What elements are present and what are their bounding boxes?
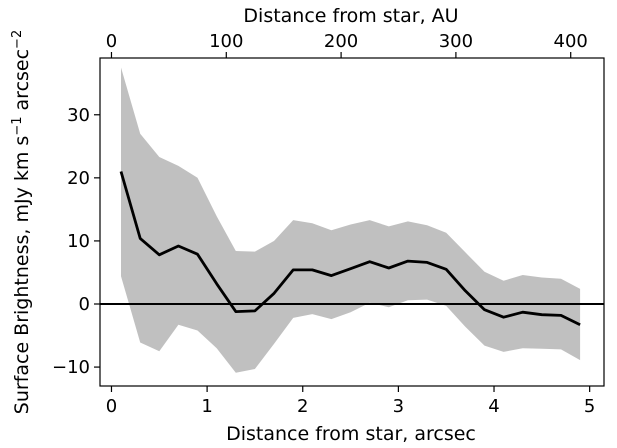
x-tick-label: 4 xyxy=(488,396,499,417)
y-tick-label: −10 xyxy=(52,357,90,378)
y-tick-label: 30 xyxy=(67,105,90,126)
x-tick-label: 5 xyxy=(584,396,595,417)
y-tick-label: 10 xyxy=(67,231,90,252)
x2-tick-label: 200 xyxy=(324,31,358,52)
y-axis-ticks: −10 0 10 20 30 xyxy=(52,105,100,378)
x-tick-label: 0 xyxy=(106,396,117,417)
surface-brightness-line xyxy=(119,171,581,327)
x-tick-label: 1 xyxy=(201,396,212,417)
x2-tick-label: 100 xyxy=(209,31,243,52)
x-tick-label: 3 xyxy=(393,396,404,417)
uncertainty-band xyxy=(121,67,581,373)
x2-tick-label: 0 xyxy=(106,31,117,52)
y-axis-label: Surface Brightness, mJy km s−1 arcsec−2 xyxy=(10,30,34,414)
plot-area-frame xyxy=(99,57,605,387)
x2-axis-ticks: 0 100 200 300 400 xyxy=(106,31,588,58)
y-tick-label: 0 xyxy=(79,294,90,315)
data-line-layer xyxy=(100,171,604,327)
x2-axis-label: Distance from star, AU xyxy=(243,5,458,27)
uncertainty-band-layer xyxy=(121,67,581,373)
x-axis-ticks: 0 1 2 3 4 5 xyxy=(106,386,595,417)
x2-tick-label: 400 xyxy=(554,31,588,52)
x-tick-label: 2 xyxy=(297,396,308,417)
x-axis-label: Distance from star, arcsec xyxy=(226,423,476,445)
x2-tick-label: 300 xyxy=(439,31,473,52)
y-tick-label: 20 xyxy=(67,168,90,189)
